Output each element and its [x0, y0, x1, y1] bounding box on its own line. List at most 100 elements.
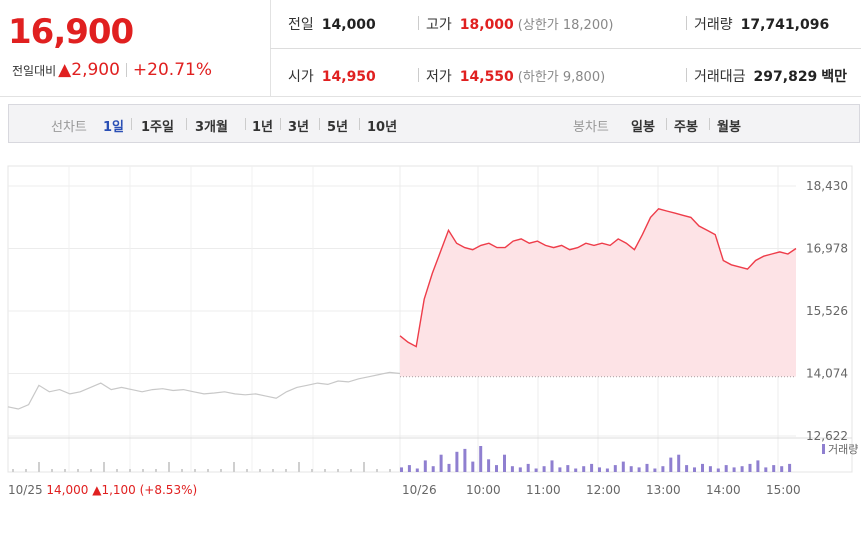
prev-close-label: 전일	[288, 17, 314, 33]
volume-bar	[598, 467, 601, 472]
x-tick-label: 10:00	[466, 483, 501, 497]
volume-bar	[772, 465, 776, 472]
chart-frame	[7, 165, 853, 473]
volume-bar	[542, 466, 546, 472]
volume-bar	[693, 467, 696, 472]
divider	[245, 118, 246, 130]
volume-bar	[400, 467, 403, 472]
volume-bar	[447, 463, 451, 472]
volume-bar	[207, 469, 209, 472]
period-1d[interactable]: 1일	[103, 120, 125, 135]
header-row-divider	[270, 48, 861, 49]
low-value: 14,550	[459, 69, 514, 85]
volume-bar	[613, 465, 617, 472]
low-cell: 저가 14,550 (하한가 9,800)	[426, 66, 605, 86]
volume-bar	[324, 469, 326, 472]
volume-bar	[550, 460, 554, 472]
chart-toolbar: 선차트 1일 1주일 3개월 1년 3년 5년 10년 봉차트 일봉 주봉 월봉	[8, 104, 860, 143]
volume-bar	[38, 462, 40, 472]
volume-bar	[669, 457, 673, 472]
period-3y[interactable]: 3년	[288, 120, 310, 135]
volume-bar	[487, 459, 491, 472]
volume-label: 거래량	[694, 17, 733, 33]
candle-monthly[interactable]: 월봉	[717, 120, 741, 135]
volume-bar	[471, 461, 475, 472]
amount-cell: 거래대금 297,829 백만	[694, 66, 847, 86]
volume-bar	[246, 469, 248, 472]
amount-unit: 백만	[821, 69, 848, 85]
divider	[666, 118, 667, 130]
volume-bar	[503, 454, 506, 472]
change-value: 2,900	[71, 60, 120, 80]
period-1w[interactable]: 1주일	[141, 120, 174, 135]
volume-bar	[510, 466, 514, 472]
volume-bar	[272, 469, 274, 472]
volume-bar	[103, 462, 105, 472]
x-tick-label: 12:00	[586, 483, 621, 497]
volume-bar	[582, 466, 586, 472]
high-value: 18,000	[459, 17, 514, 33]
volume-bars	[12, 446, 792, 472]
volume-bar	[431, 466, 435, 472]
volume-bar	[285, 469, 287, 472]
volume-bar	[661, 466, 665, 472]
volume-bar	[389, 469, 391, 472]
open-value: 14,950	[321, 69, 376, 85]
volume-bar	[220, 469, 222, 472]
volume-bar	[415, 468, 419, 472]
period-5y[interactable]: 5년	[327, 120, 349, 135]
volume-bar	[407, 465, 411, 472]
divider	[709, 118, 710, 130]
x-tick-label: 14:00	[706, 483, 741, 497]
volume-bar	[439, 454, 443, 472]
change-summary: 전일대비 ▲2,900 +20.71%	[12, 60, 212, 80]
volume-bar	[155, 469, 157, 472]
period-3m[interactable]: 3개월	[195, 120, 228, 135]
x-tick-label: 15:00	[766, 483, 801, 497]
volume-bar	[194, 469, 196, 472]
volume-bar	[181, 469, 183, 472]
volume-bar	[566, 465, 570, 472]
volume-bar	[708, 466, 712, 472]
volume-bar	[526, 463, 530, 472]
volume-bar	[259, 469, 261, 472]
x-tick-label: 10/26	[402, 483, 437, 497]
volume-bar	[142, 469, 144, 472]
volume-bar	[350, 469, 352, 472]
prev-close-cell: 전일 14,000	[288, 14, 376, 34]
volume-legend-swatch	[822, 444, 825, 454]
today-price-line	[399, 208, 797, 348]
high-label: 고가	[426, 17, 452, 33]
y-tick-label: 12,622	[806, 429, 848, 443]
volume-bar	[376, 469, 378, 472]
candle-daily[interactable]: 일봉	[631, 120, 655, 135]
volume-bar	[764, 467, 768, 472]
volume-bar	[716, 468, 720, 472]
volume-bar	[12, 469, 14, 472]
prev-day-area	[7, 371, 401, 410]
header-bottom-divider	[0, 96, 861, 97]
y-tick-label: 16,978	[806, 242, 848, 256]
divider	[186, 118, 187, 130]
volume-bar	[51, 469, 53, 472]
volume-bar	[90, 469, 92, 472]
low-label: 저가	[426, 69, 452, 85]
candle-weekly[interactable]: 주봉	[674, 120, 698, 135]
volume-bar	[677, 454, 681, 472]
volume-bar	[455, 451, 459, 472]
current-price: 16,900	[8, 12, 134, 52]
period-10y[interactable]: 10년	[367, 120, 398, 135]
volume-bar	[116, 469, 118, 472]
divider	[280, 118, 281, 130]
change-percent: +20.71%	[132, 60, 212, 80]
volume-bar	[168, 462, 170, 472]
prev-close-value: 14,000	[321, 17, 376, 33]
volume-bar	[311, 469, 313, 472]
volume-bar	[637, 467, 641, 472]
volume-bar	[129, 469, 131, 472]
volume-bar	[463, 448, 467, 472]
period-1y[interactable]: 1년	[252, 120, 274, 135]
x-tick-label: 13:00	[646, 483, 681, 497]
